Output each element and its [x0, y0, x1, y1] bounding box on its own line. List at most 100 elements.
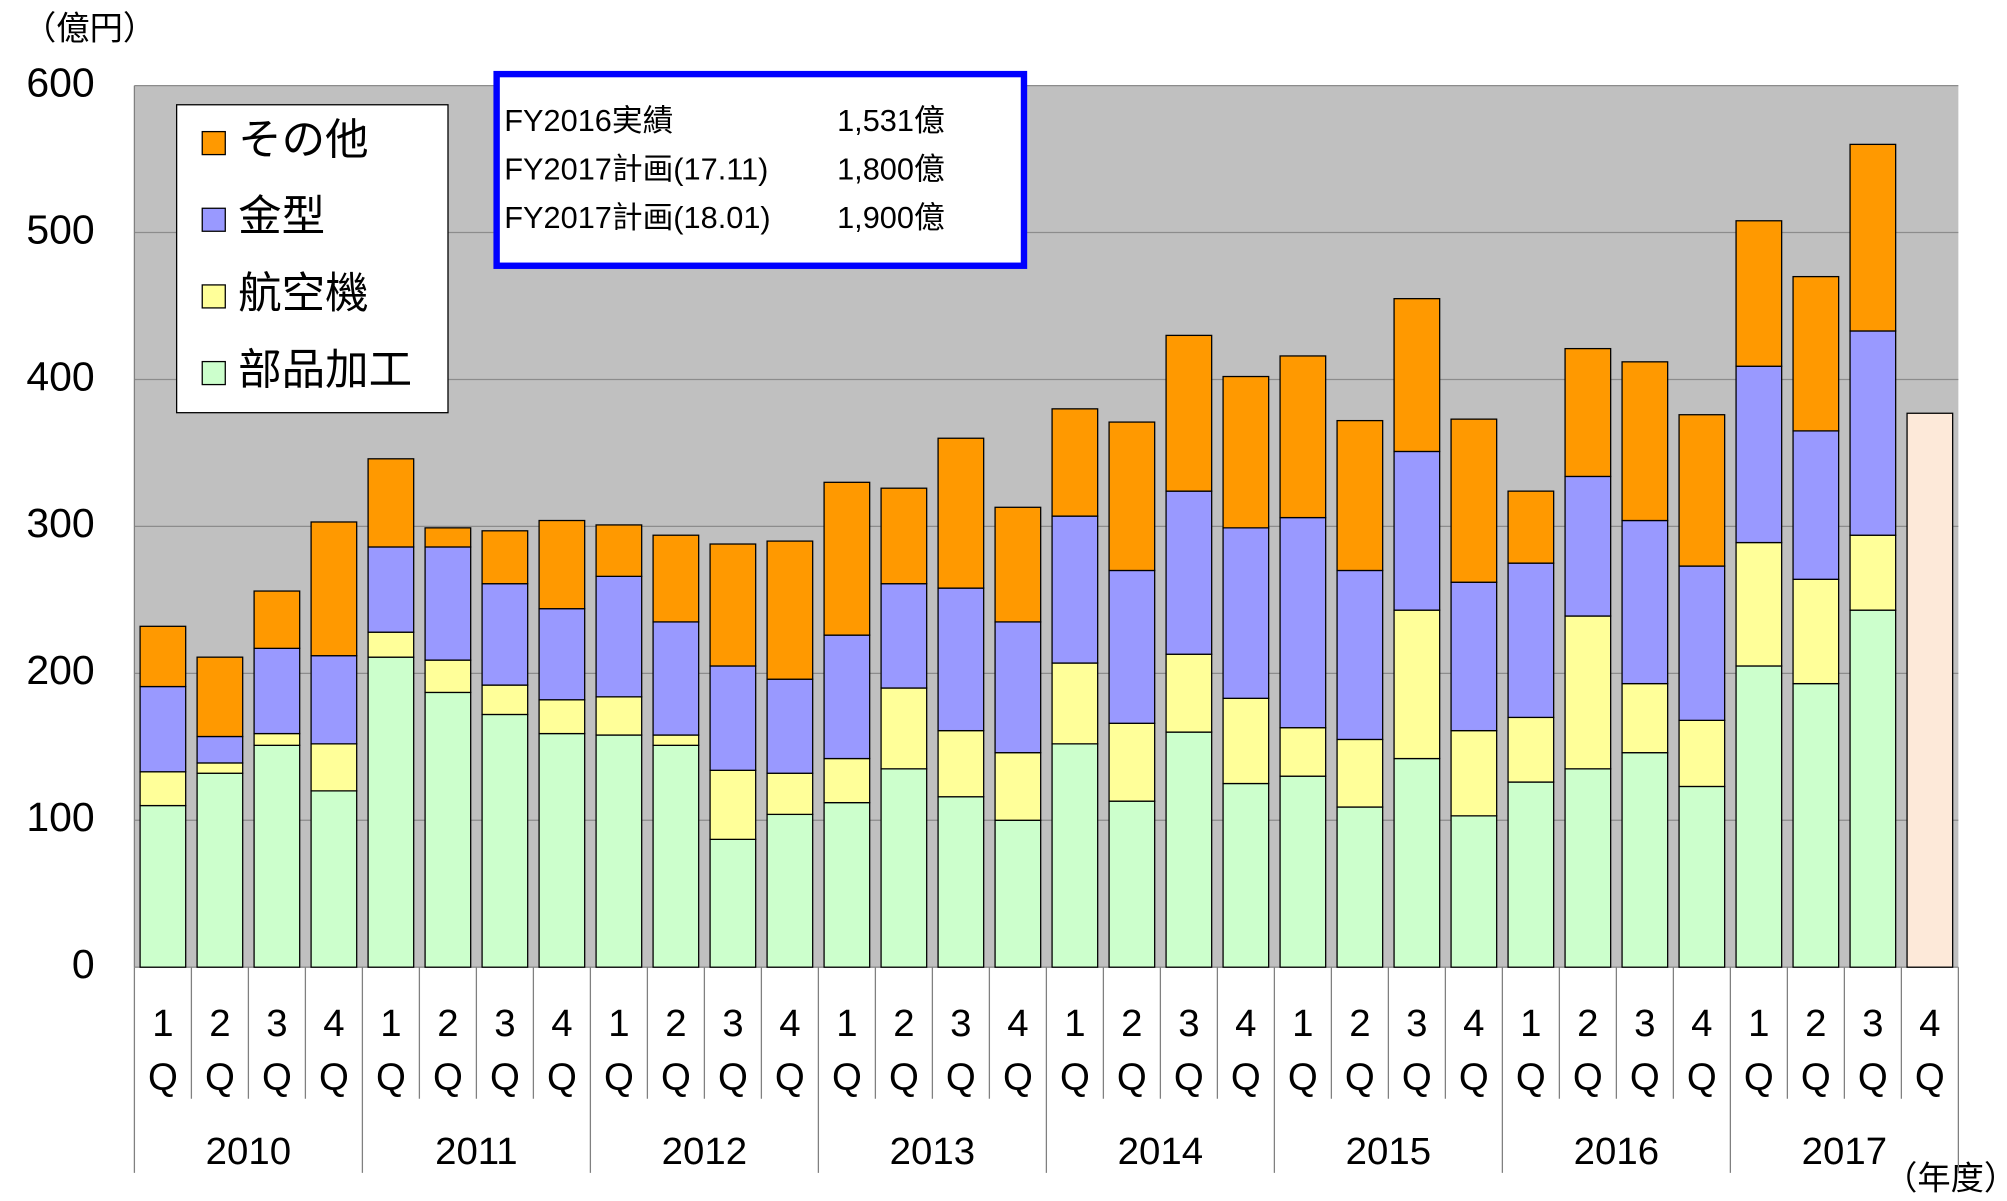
y-tick-label: 600 — [26, 59, 94, 105]
bar-segment — [709, 665, 757, 771]
bar-segment — [481, 684, 529, 716]
bar-segment — [1165, 653, 1213, 733]
bar-segment — [652, 534, 700, 623]
bar-segment — [1507, 716, 1555, 783]
bar-segment — [1564, 475, 1612, 617]
bar-segment — [1165, 731, 1213, 968]
bar-segment — [196, 735, 244, 764]
y-tick-label: 200 — [26, 647, 94, 693]
bar-segment — [880, 687, 928, 770]
bar-segment — [1564, 347, 1612, 478]
bar-segment — [1849, 143, 1897, 332]
bar-segment — [1279, 516, 1327, 729]
bar-segment — [367, 656, 415, 968]
bar-segment — [1507, 490, 1555, 564]
bar-segment — [538, 732, 586, 968]
bar-segment — [994, 621, 1042, 754]
bar-segment — [310, 743, 358, 792]
bar-segment — [538, 608, 586, 701]
bar-segment — [1849, 534, 1897, 611]
bar-segment — [1279, 727, 1327, 777]
bar-segment — [367, 458, 415, 548]
bar-segment — [1621, 682, 1669, 754]
legend-swatch — [201, 130, 226, 156]
bar-segment — [1051, 743, 1099, 968]
bar-segment — [595, 575, 643, 698]
bar-segment — [1678, 785, 1726, 968]
y-tick-label: 0 — [72, 941, 95, 987]
y-tick-label: 500 — [26, 206, 94, 252]
bar-segment — [1735, 541, 1783, 667]
bar-segment — [880, 487, 928, 585]
bar-segment — [1507, 781, 1555, 968]
bar-segment — [253, 744, 301, 968]
annotation-label: FY2017計画(17.11) — [504, 151, 768, 186]
bar-segment — [880, 583, 928, 689]
bar-segment — [1108, 569, 1156, 724]
bar-segment — [1564, 615, 1612, 770]
bar-segment — [880, 768, 928, 968]
bar-segment — [1222, 782, 1270, 968]
bar-segment — [481, 713, 529, 968]
bar-segment — [1678, 565, 1726, 721]
bar-segment — [1222, 527, 1270, 699]
annotation-box — [493, 70, 1028, 269]
bar-segment — [709, 769, 757, 840]
bar-segment — [253, 647, 301, 735]
bar-segment — [1450, 729, 1498, 817]
bar-segment — [1450, 418, 1498, 583]
bar-segment — [1051, 662, 1099, 745]
x-unit-label: （年度） — [1884, 1160, 2007, 1197]
bar-segment — [766, 772, 814, 816]
bar-segment — [823, 634, 871, 760]
bar-segment — [196, 762, 244, 774]
bar-segment — [1507, 562, 1555, 719]
bar-segment — [1108, 421, 1156, 572]
bar-segment — [937, 437, 985, 589]
bar-segment — [994, 506, 1042, 623]
annotation-value: 1,800億 — [837, 151, 945, 186]
group-label: 2013 — [890, 1130, 975, 1173]
bar-segment — [1051, 515, 1099, 664]
bar-segment — [766, 540, 814, 680]
bar-segment — [1735, 365, 1783, 544]
bar-segment — [1336, 569, 1384, 741]
bar-segment — [424, 527, 472, 548]
bar-segment — [1735, 220, 1783, 367]
bar-segment — [652, 734, 700, 746]
bar-segment — [1621, 361, 1669, 522]
bar-segment — [139, 625, 187, 688]
bar-segment — [1108, 722, 1156, 802]
legend-label: 金型 — [238, 193, 325, 241]
bar-segment — [538, 519, 586, 610]
bar-segment — [1621, 752, 1669, 968]
legend-swatch — [201, 207, 226, 232]
group-label: 2014 — [1118, 1130, 1203, 1173]
bar-segment — [1735, 665, 1783, 968]
bar-segment — [1393, 450, 1441, 611]
bar-segment — [196, 772, 244, 968]
bar-segment — [766, 678, 814, 774]
bar-segment — [1165, 334, 1213, 492]
y-tick-label: 400 — [26, 353, 94, 399]
bar-segment — [1279, 355, 1327, 519]
bar-segment — [481, 583, 529, 686]
legend-swatch — [201, 360, 226, 386]
bar-segment — [823, 801, 871, 968]
bar-segment — [1792, 275, 1840, 432]
bar-segment — [652, 744, 700, 968]
